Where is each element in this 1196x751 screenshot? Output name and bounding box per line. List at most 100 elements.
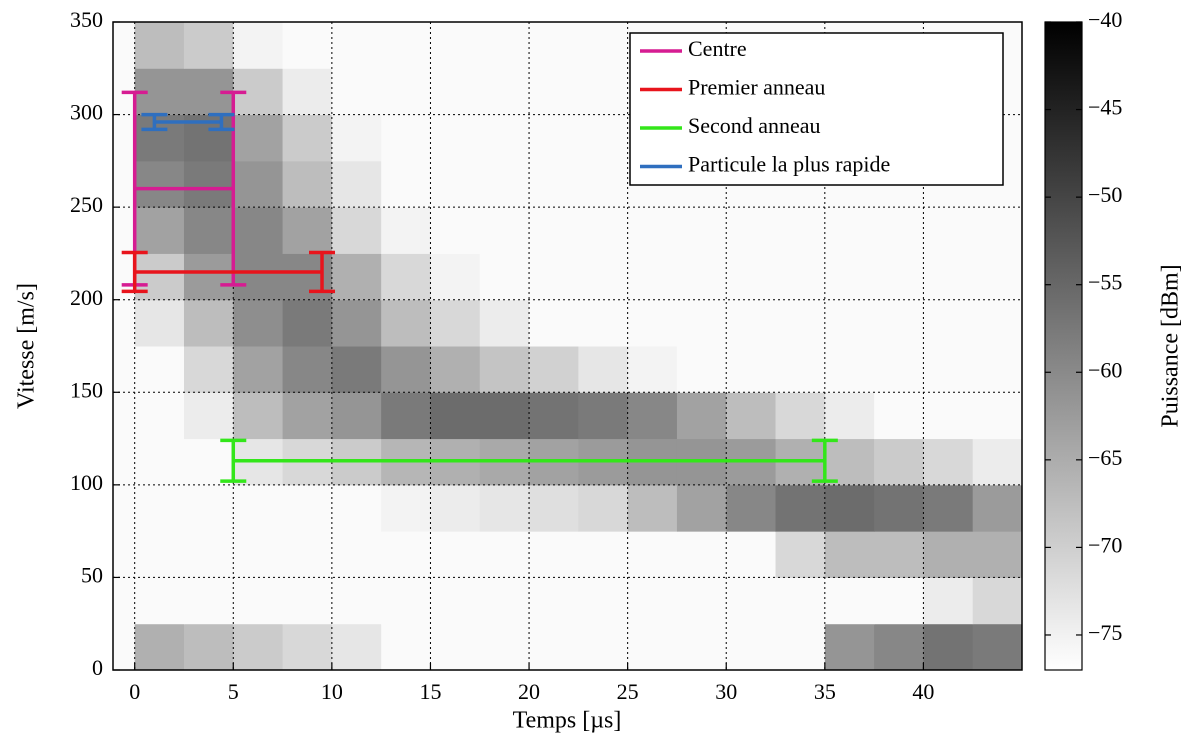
heatmap-cell [233,207,284,254]
heatmap-cell [183,253,234,301]
heatmap-cell [282,531,333,578]
x-tick-label: 30 [715,679,737,704]
heatmap-cell [282,114,333,162]
heatmap-cell [331,623,382,671]
heatmap-cell [726,531,777,578]
heatmap-cell [775,623,826,671]
heatmap-cell [430,623,481,671]
heatmap-cell [479,114,530,162]
heatmap-cell [183,484,234,532]
heatmap-cell [529,623,579,671]
heatmap-cell [726,484,777,532]
heatmap-cell [381,207,431,254]
heatmap-cell [676,531,727,578]
y-tick-label: 350 [70,7,103,32]
heatmap-cell [430,392,481,440]
heatmap-cell [430,577,481,625]
heatmap-cell [381,22,431,69]
heatmap-cell [972,577,1023,625]
heatmap-cell [233,253,284,301]
heatmap-cell [233,577,284,625]
heatmap-cell [676,207,727,254]
x-tick-label: 35 [814,679,836,704]
colorbar [1044,21,1083,671]
heatmap-cell [381,531,431,578]
y-axis-label: Vitesse [m/s] [14,283,40,409]
heatmap-cell [676,623,727,671]
heatmap-cell [381,299,431,347]
heatmap-cell [479,68,530,116]
heatmap-cell [923,577,974,625]
heatmap-cell [676,346,727,393]
heatmap-cell [430,484,481,532]
heatmap-cell [430,22,481,69]
legend-box [629,32,1004,186]
heatmap-cell [479,392,530,440]
heatmap-cell [972,438,1023,486]
colorbar-tick-label: −60 [1088,357,1122,382]
heatmap-cell [824,577,875,625]
heatmap-cell [381,68,431,116]
heatmap-cell [529,160,579,208]
heatmap-cell [282,68,333,116]
heatmap-cell [479,253,530,301]
heatmap-cell [529,22,579,69]
heatmap-cell [972,623,1023,671]
heatmap-cell [578,114,629,162]
heatmap-cell [233,160,284,208]
heatmap-cell [282,623,333,671]
heatmap-cell [775,299,826,347]
heatmap-cell [282,346,333,393]
heatmap-cell [381,392,431,440]
heatmap-cell [233,623,284,671]
colorbar-tick-label: −40 [1088,7,1122,32]
heatmap-cell [282,253,333,301]
heatmap-cell [183,438,234,486]
heatmap-cell [874,531,924,578]
heatmap-cell [529,114,579,162]
heatmap-cell [134,22,185,69]
heatmap-cell [824,484,875,532]
heatmap-cell [381,114,431,162]
heatmap-cell [479,299,530,347]
x-tick-label: 5 [228,679,239,704]
heatmap-cell [627,577,678,625]
heatmap-cell [134,484,185,532]
heatmap-cell [726,623,777,671]
heatmap-cell [824,438,875,486]
heatmap-cell [282,207,333,254]
heatmap-cell [183,22,234,69]
heatmap-cell [775,392,826,440]
heatmap-cell [775,346,826,393]
heatmap-cell [578,392,629,440]
heatmap-cell [874,346,924,393]
heatmap-cell [430,160,481,208]
heatmap-cell [972,207,1023,254]
heatmap-cell [578,299,629,347]
heatmap-cell [331,346,382,393]
heatmap-cell [134,346,185,393]
heatmap-cell [726,253,777,301]
heatmap-cell [282,484,333,532]
heatmap-cell [824,392,875,440]
heatmap-cell [430,114,481,162]
heatmap-cell [183,160,234,208]
heatmap-cell [578,207,629,254]
heatmap-cell [479,531,530,578]
heatmap-cell [233,114,284,162]
heatmap-cell [578,623,629,671]
heatmap-cell [824,253,875,301]
legend-label: Particule la plus rapide [688,152,890,177]
heatmap-cell [627,346,678,393]
heatmap-cell [578,531,629,578]
heatmap-cell [381,253,431,301]
heatmap-cell [578,68,629,116]
heatmap-cell [578,484,629,532]
heatmap-cell [479,577,530,625]
heatmap-cell [381,577,431,625]
heatmap-cell [331,207,382,254]
heatmap-cell [627,623,678,671]
heatmap-cell [972,484,1023,532]
heatmap-cell [578,253,629,301]
